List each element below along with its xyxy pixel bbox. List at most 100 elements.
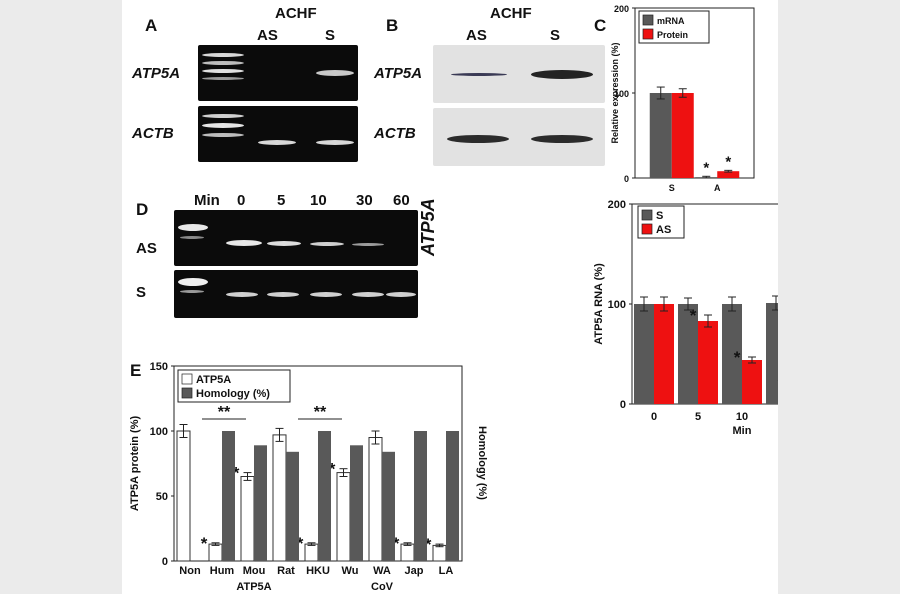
panel-b-gene-atp5a: ATP5A (374, 65, 423, 82)
legend-label: ATP5A (196, 374, 231, 386)
x-tick-label: WA (373, 565, 391, 577)
significance-star: * (393, 534, 400, 553)
x-tick-label: HKU (306, 565, 330, 577)
x-tick-label: LA (439, 565, 454, 577)
panel-d-lane-min: Min (194, 192, 220, 209)
band-actb-s (531, 135, 593, 143)
legend-label: Homology (%) (196, 388, 270, 400)
panel-a-gene-atp5a: ATP5A (132, 65, 181, 82)
bar (222, 431, 235, 561)
x-axis-label: Min (733, 425, 752, 437)
band-as-5 (267, 241, 301, 246)
y-tick-label: 100 (608, 299, 626, 311)
band-actb-as (258, 140, 296, 145)
y-tick-label: 0 (162, 556, 168, 568)
y-tick-label: 0 (624, 174, 629, 184)
x-tick-label: Jap (405, 565, 424, 577)
bar (336, 472, 351, 562)
panel-d-gel-s (174, 270, 418, 318)
ladder-band (178, 224, 208, 231)
bar (208, 543, 223, 562)
bar (350, 445, 363, 561)
y-tick-label: 100 (614, 89, 629, 99)
significance-star: * (233, 464, 240, 483)
x-tick-label: S (669, 183, 675, 193)
bar (318, 431, 331, 561)
band-actb-s (316, 140, 354, 145)
bar (671, 93, 694, 178)
panel-b-lane-as: AS (466, 27, 487, 44)
panel-a-header: ACHF (275, 5, 317, 22)
legend-box (177, 369, 291, 403)
legend-swatch (181, 387, 193, 399)
ladder-band (202, 133, 244, 137)
panel-a-label: A (145, 16, 158, 35)
ladder-band (180, 236, 204, 239)
panel-b-label: B (386, 16, 399, 35)
bar (766, 303, 778, 404)
panel-d-lane-0: 0 (237, 192, 246, 209)
legend-label: S (656, 210, 663, 222)
bar (446, 431, 459, 561)
bar (272, 434, 287, 562)
panel-d-row-s: S (136, 284, 147, 301)
ladder-band (202, 123, 244, 128)
band-actb-as (447, 135, 509, 143)
bar (414, 431, 427, 561)
y-tick-label: 200 (608, 199, 626, 211)
panel-b-gene-actb: ACTB (374, 125, 416, 142)
bar (368, 437, 383, 562)
panel-d-lane-60: 60 (393, 192, 410, 209)
x-tick-label: Non (179, 565, 201, 577)
legend-label: mRNA (657, 16, 685, 26)
band-s-60 (386, 292, 416, 297)
bar (634, 304, 654, 404)
legend-label: AS (656, 224, 671, 236)
ladder-band (202, 77, 244, 80)
significance-star: * (725, 153, 731, 170)
y-tick-label: 200 (614, 4, 629, 14)
bar (742, 360, 762, 404)
x-tick-label: 5 (695, 411, 701, 423)
bracket-label: ** (218, 404, 231, 421)
band-as-0 (226, 240, 262, 246)
ladder-band (180, 290, 204, 293)
bar (722, 304, 742, 404)
legend-swatch (641, 209, 653, 221)
significance-star: * (201, 534, 208, 553)
significance-star: * (690, 306, 697, 325)
y-axis-label: ATP5A protein (%) (129, 416, 141, 512)
chart-c: 0 100 200 S A * * mRNA Protein Relative expressio… (610, 4, 755, 193)
panel-d-label: D (136, 200, 149, 219)
panel-b-blot-actb (433, 108, 605, 166)
bar (717, 171, 740, 178)
ladder-band (178, 278, 208, 286)
panel-d-lane-5: 5 (277, 192, 286, 209)
band-s-5 (267, 292, 299, 297)
x-tick-label: Hum (210, 565, 235, 577)
bar (698, 321, 718, 404)
significance-star: * (703, 159, 709, 176)
band-as-10 (310, 242, 344, 246)
band-s-0 (226, 292, 258, 297)
band-atp5a-s (531, 70, 593, 79)
bracket-label: ** (314, 404, 327, 421)
ladder-band (202, 69, 244, 73)
bar (382, 451, 395, 561)
legend-swatch (642, 28, 654, 40)
panel-d-gene: ATP5A (418, 198, 438, 256)
panel-b-lane-s: S (550, 27, 561, 44)
y-axis-label: ATP5A RNA (%) (593, 263, 605, 345)
bar (654, 304, 674, 404)
y-tick-label: 50 (156, 491, 168, 503)
legend-swatch (642, 14, 654, 26)
y-tick-label: 100 (150, 426, 168, 438)
bar (400, 543, 415, 562)
band-atp5a-as (451, 73, 507, 76)
bar (240, 476, 255, 562)
panel-b-blot-atp5a (433, 45, 605, 103)
y-tick-label: 150 (150, 361, 168, 373)
y-axis-label: Relative expression (%) (610, 42, 620, 143)
